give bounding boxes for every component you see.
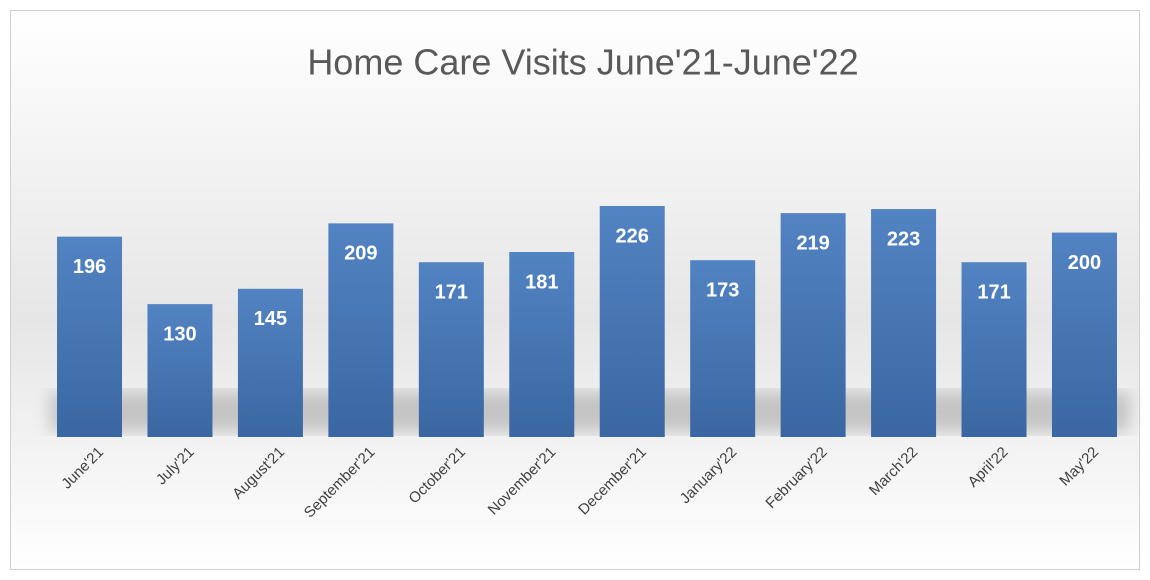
data-label: 171 [435, 281, 468, 303]
data-label: 173 [706, 279, 739, 301]
bar [237, 288, 303, 437]
data-label: 130 [163, 323, 196, 345]
bar [961, 262, 1027, 437]
shadow [50, 392, 1130, 432]
bar [57, 236, 123, 437]
data-label: 196 [73, 256, 106, 278]
chart-frame [10, 10, 1140, 570]
chart-title: Home Care Visits June'21-June'22 [307, 42, 858, 83]
bar [328, 223, 394, 437]
data-label: 209 [344, 243, 377, 265]
data-label: 145 [254, 308, 287, 330]
bar [1051, 232, 1117, 437]
bar [418, 262, 484, 437]
bar [871, 209, 937, 437]
data-label: 200 [1068, 252, 1101, 274]
data-label: 219 [796, 232, 829, 254]
data-label: 171 [977, 281, 1010, 303]
data-label: 226 [616, 225, 649, 247]
bar [690, 260, 756, 437]
data-label: 223 [887, 228, 920, 250]
bar [509, 251, 575, 437]
bar [147, 304, 213, 437]
bar [780, 213, 846, 437]
bar [599, 206, 665, 437]
data-label: 181 [525, 271, 558, 293]
